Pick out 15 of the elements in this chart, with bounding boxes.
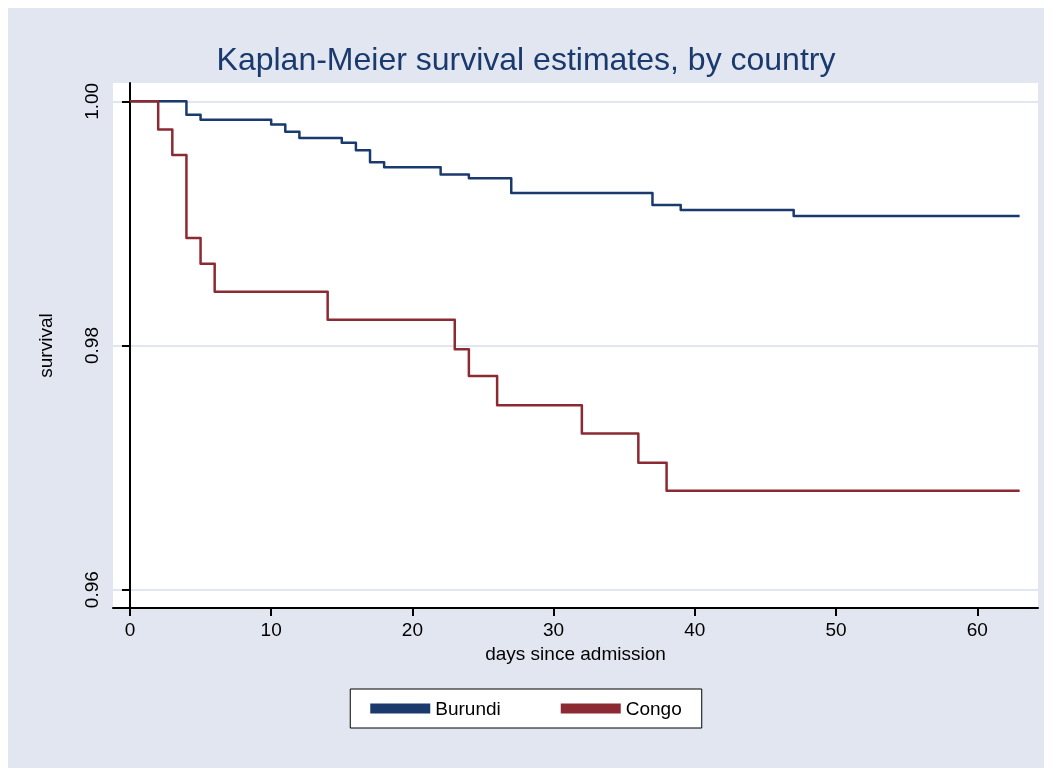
y-tick-label: 1.00 <box>81 82 102 120</box>
y-tick-label: 0.96 <box>81 571 102 609</box>
x-axis-title: days since admission <box>485 642 666 664</box>
y-axis-title: survival <box>35 313 56 378</box>
x-tick-label: 30 <box>543 619 565 640</box>
x-tick-label: 10 <box>260 619 282 640</box>
x-tick-label: 50 <box>825 619 847 640</box>
x-tick-label: 40 <box>684 619 706 640</box>
x-tick-label: 20 <box>401 619 423 640</box>
x-tick-label: 60 <box>966 619 988 640</box>
y-tick-label: 0.98 <box>81 327 102 364</box>
legend-label: Burundi <box>435 698 501 719</box>
x-tick-label: 0 <box>124 619 136 640</box>
chart-title: Kaplan-Meier survival estimates, by country <box>216 41 836 77</box>
legend-label: Congo <box>625 698 682 719</box>
